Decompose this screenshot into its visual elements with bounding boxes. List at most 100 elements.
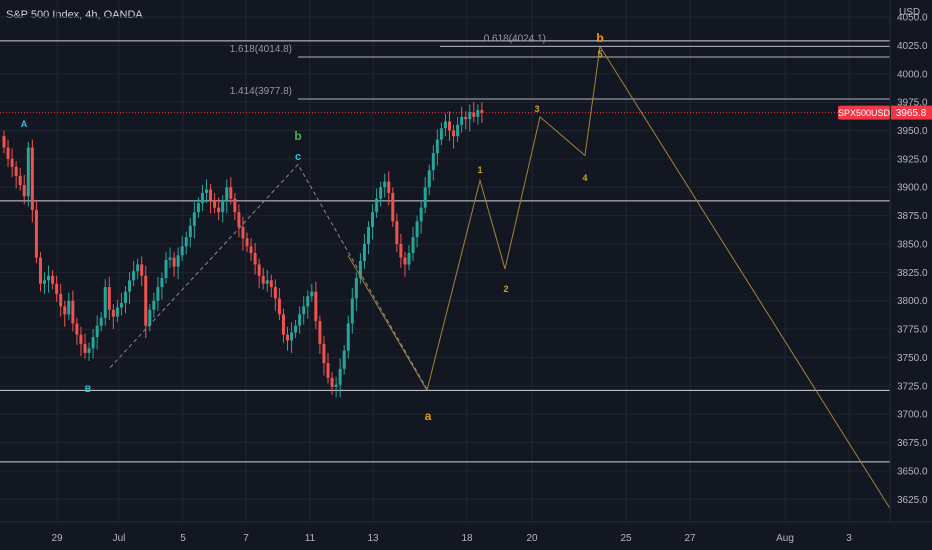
candle-body <box>99 317 103 326</box>
candle-body <box>51 275 55 284</box>
fib-level-label: 0.618(4024.1) <box>484 33 546 44</box>
candle-body <box>192 212 196 226</box>
candle-body <box>375 198 379 213</box>
candle-body <box>302 306 306 315</box>
candle-body <box>411 237 415 254</box>
x-tick-label: 25 <box>620 533 632 544</box>
price-axis: 3625.0 3650.0 3675.0 3700.0 3725.0 3750.0 3775… <box>0 0 932 523</box>
candles <box>2 102 484 398</box>
y-tick-label: 3850.0 <box>897 239 928 250</box>
candle-body <box>221 200 225 213</box>
candle-body <box>472 112 476 117</box>
candle-body <box>468 112 472 120</box>
candle-body <box>107 287 111 310</box>
x-tick-label: 18 <box>461 533 473 544</box>
wave-label-4: 4 <box>582 173 587 183</box>
y-tick-label: 3775.0 <box>897 325 928 336</box>
candle-body <box>30 147 34 210</box>
candle-body <box>71 300 75 324</box>
y-tick-label: 3625.0 <box>897 495 928 506</box>
candle-body <box>298 314 302 326</box>
fib-level-label: 1.618(4014.8) <box>230 44 292 55</box>
x-tick-label: 11 <box>305 533 316 544</box>
candle-body <box>63 306 67 315</box>
y-tick-label: 3700.0 <box>897 410 928 421</box>
wave-label-B: B <box>85 384 92 394</box>
candle-body <box>103 287 107 318</box>
candle-body <box>480 110 484 113</box>
x-tick-label: 20 <box>526 533 538 544</box>
candle-body <box>184 237 188 247</box>
candle-body <box>59 293 63 307</box>
wave-label-A: A <box>21 119 28 129</box>
candle-body <box>395 221 399 244</box>
candle-body <box>338 368 342 385</box>
wave-lines <box>109 45 891 509</box>
candle-body <box>83 343 87 353</box>
wave-projection-line <box>347 45 891 509</box>
chart-title: S&P 500 Index, 4h, OANDA <box>6 9 143 21</box>
candle-body <box>318 321 322 344</box>
candle-body <box>160 278 164 288</box>
y-tick-label: 3650.0 <box>897 466 928 477</box>
candle-body <box>128 280 132 292</box>
candle-body <box>354 278 358 299</box>
candle-body <box>245 238 249 247</box>
candle-body <box>209 189 213 201</box>
candle-body <box>47 275 51 281</box>
wave-label-2: 2 <box>503 284 508 294</box>
candle-body <box>75 323 79 335</box>
y-tick-label: 4050.0 <box>897 13 928 24</box>
candle-body <box>403 257 407 265</box>
candle-body <box>6 147 10 159</box>
wave-label-b-green: b <box>294 129 301 143</box>
candle-body <box>452 130 456 137</box>
candle-body <box>346 323 350 351</box>
candle-body <box>205 189 208 193</box>
y-tick-label: 3975.0 <box>897 98 928 109</box>
currency-label: USD <box>899 7 921 18</box>
candle-body <box>407 253 411 265</box>
candle-body <box>371 212 375 227</box>
x-tick-label: Jul <box>113 533 126 544</box>
candle-body <box>2 136 6 148</box>
y-tick-label: 3900.0 <box>897 183 928 194</box>
candle-body <box>326 363 330 378</box>
candle-body <box>148 309 152 326</box>
candle-body <box>415 221 419 238</box>
candle-body <box>358 261 362 279</box>
candle-body <box>435 139 439 154</box>
candle-body <box>144 275 148 326</box>
series-name-label: SPX500USD <box>838 108 891 118</box>
wave-label-b: b <box>596 31 603 45</box>
x-tick-label: 3 <box>846 533 852 544</box>
candle-body <box>261 275 265 284</box>
candle-body <box>306 296 310 307</box>
candle-body <box>439 128 443 140</box>
candle-body <box>322 343 326 364</box>
candle-body <box>281 314 285 335</box>
candle-body <box>200 192 204 204</box>
candle-body <box>196 203 200 213</box>
candle-body <box>383 181 387 188</box>
candle-body <box>22 184 26 197</box>
candle-body <box>290 332 294 341</box>
candle-body <box>217 207 221 213</box>
wave-label-3: 3 <box>534 104 539 114</box>
candle-body <box>91 337 95 349</box>
candle-body <box>427 170 431 188</box>
fib-level-label: 1.414(3977.8) <box>230 86 292 97</box>
horizontal-levels: 1.618(4014.8) 0.618(4024.1) 1.414(3977.8) <box>0 33 890 463</box>
candle-body <box>136 264 140 272</box>
candle-body <box>111 309 115 317</box>
candle-body <box>119 302 123 308</box>
candle-body <box>286 334 289 341</box>
candle-body <box>431 153 435 171</box>
candle-body <box>10 158 14 167</box>
y-tick-label: 3925.0 <box>897 154 928 165</box>
candle-body <box>362 243 366 261</box>
candle-body <box>241 226 245 239</box>
candle-body <box>132 271 136 281</box>
